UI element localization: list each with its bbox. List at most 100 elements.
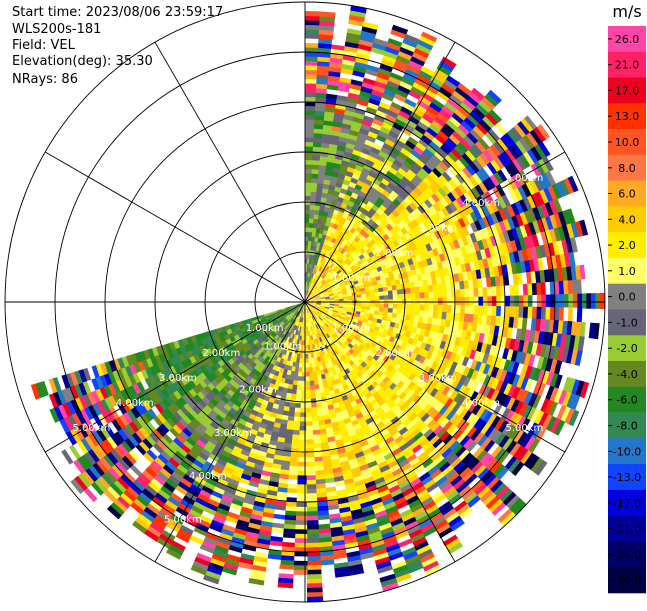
velocity-gate	[339, 299, 344, 301]
velocity-gate	[496, 296, 501, 307]
velocity-gate	[388, 304, 393, 309]
velocity-gate	[306, 421, 313, 426]
velocity-gate	[296, 394, 301, 399]
velocity-gate	[523, 295, 528, 307]
velocity-gate	[305, 11, 321, 16]
velocity-gate	[581, 279, 587, 294]
velocity-gate	[559, 294, 564, 308]
velocity-gate	[474, 297, 479, 306]
velocity-gate	[595, 293, 600, 309]
velocity-gate	[305, 178, 312, 183]
velocity-gate	[305, 209, 310, 214]
velocity-gate	[306, 394, 311, 399]
velocity-gate	[375, 296, 380, 300]
velocity-gate	[298, 372, 302, 377]
velocity-gate	[438, 298, 443, 305]
velocity-gate	[306, 444, 314, 449]
velocity-gate	[299, 363, 303, 368]
velocity-gate	[532, 295, 537, 308]
velocity-gate	[519, 295, 524, 307]
velocity-gate	[305, 187, 311, 192]
velocity-gate	[447, 298, 452, 306]
velocity-gate	[393, 304, 398, 309]
velocity-gate	[305, 74, 317, 79]
velocity-gate	[305, 196, 311, 201]
velocity-gate	[306, 435, 314, 440]
velocity-gate	[541, 295, 546, 308]
velocity-gate	[305, 133, 314, 138]
velocity-gate	[306, 367, 310, 372]
velocity-gate	[306, 471, 315, 476]
velocity-gate	[483, 296, 488, 306]
velocity-gate	[297, 385, 302, 390]
velocity-gate	[388, 295, 393, 300]
velocity-gate	[305, 191, 311, 196]
velocity-gate	[305, 119, 315, 124]
velocity-gate	[366, 303, 371, 307]
velocity-gate	[411, 304, 416, 310]
velocity-gate	[308, 354, 311, 359]
velocity-gate	[306, 412, 312, 417]
velocity-gate	[306, 399, 312, 404]
velocity-gate	[305, 110, 315, 115]
velocity-gate	[397, 304, 402, 309]
velocity-gate	[306, 480, 316, 485]
velocity-gate	[305, 205, 310, 210]
velocity-gate	[305, 146, 313, 151]
velocity-gate	[306, 417, 313, 422]
velocity-gate	[306, 453, 315, 458]
velocity-gate	[306, 466, 315, 471]
velocity-gate	[305, 182, 312, 187]
velocity-gate	[305, 169, 312, 174]
velocity-gate	[306, 385, 311, 390]
velocity-gate	[306, 448, 314, 453]
velocity-gate	[306, 376, 310, 381]
velocity-gate	[305, 160, 313, 165]
velocity-gate	[348, 298, 353, 301]
velocity-gate	[305, 227, 309, 232]
velocity-gate	[305, 218, 310, 223]
velocity-gate	[309, 363, 313, 368]
velocity-gate	[305, 164, 312, 169]
velocity-gate	[577, 294, 582, 309]
velocity-gate	[305, 358, 308, 363]
velocity-gate	[514, 296, 519, 308]
velocity-gate	[306, 390, 311, 395]
velocity-gate	[406, 304, 411, 310]
velocity-gate	[297, 381, 302, 386]
velocity-gate	[370, 296, 375, 300]
velocity-gate	[305, 331, 307, 336]
velocity-gate	[296, 390, 301, 395]
velocity-gate	[370, 303, 375, 307]
velocity-gate	[393, 294, 398, 299]
velocity-gate	[305, 245, 308, 250]
velocity-gate	[298, 367, 302, 372]
velocity-gate	[478, 297, 483, 307]
velocity-gate	[305, 115, 315, 120]
velocity-gate	[305, 83, 317, 88]
velocity-gate	[306, 475, 316, 480]
velocity-gate	[305, 354, 308, 359]
velocity-gate	[528, 295, 533, 307]
velocity-gate	[305, 363, 309, 368]
velocity-gate	[305, 137, 314, 142]
velocity-gate	[469, 297, 474, 306]
velocity-gate	[305, 232, 309, 237]
velocity-gate	[460, 297, 465, 306]
velocity-gate	[537, 295, 542, 308]
velocity-gate	[573, 294, 578, 309]
velocity-gate	[379, 304, 384, 308]
velocity-gate	[384, 304, 389, 309]
velocity-gate	[379, 296, 384, 300]
velocity-gate	[397, 294, 402, 299]
velocity-gate	[568, 294, 573, 309]
velocity-gate	[306, 439, 314, 444]
velocity-gate	[305, 70, 318, 75]
velocity-gate	[492, 296, 497, 306]
velocity-gate	[305, 92, 316, 97]
velocity-gate	[306, 457, 315, 462]
velocity-gate	[305, 340, 307, 345]
velocity-gate	[361, 303, 366, 306]
velocity-gate	[305, 155, 313, 160]
